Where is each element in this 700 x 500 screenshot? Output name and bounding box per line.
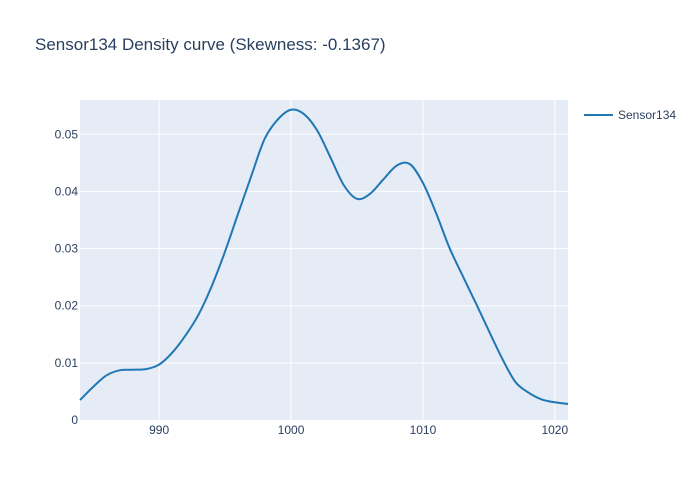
axis-labels: 0 0.01 0.02 0.03 0.04 0.05 990 1000 1010 1020 [55, 127, 569, 437]
x-tick-label: 1020 [541, 423, 568, 437]
x-tick-label: 990 [149, 423, 169, 437]
series-layer [79, 108, 569, 405]
y-tick-label: 0 [71, 413, 78, 427]
y-tick-label: 0.02 [55, 299, 79, 313]
legend-label-sensor134: Sensor134 [618, 108, 676, 122]
legend[interactable]: Sensor134 [584, 108, 676, 122]
y-tick-label: 0.05 [55, 127, 79, 141]
y-tick-label: 0.03 [55, 242, 79, 256]
x-tick-label: 1010 [410, 423, 437, 437]
grid [80, 100, 568, 420]
plot-area [80, 100, 568, 420]
chart-title: Sensor134 Density curve (Skewness: -0.13… [35, 35, 386, 54]
y-tick-label: 0.04 [55, 184, 79, 198]
x-tick-label: 1000 [278, 423, 305, 437]
y-tick-label: 0.01 [55, 356, 79, 370]
series-line-sensor134 [79, 108, 569, 405]
